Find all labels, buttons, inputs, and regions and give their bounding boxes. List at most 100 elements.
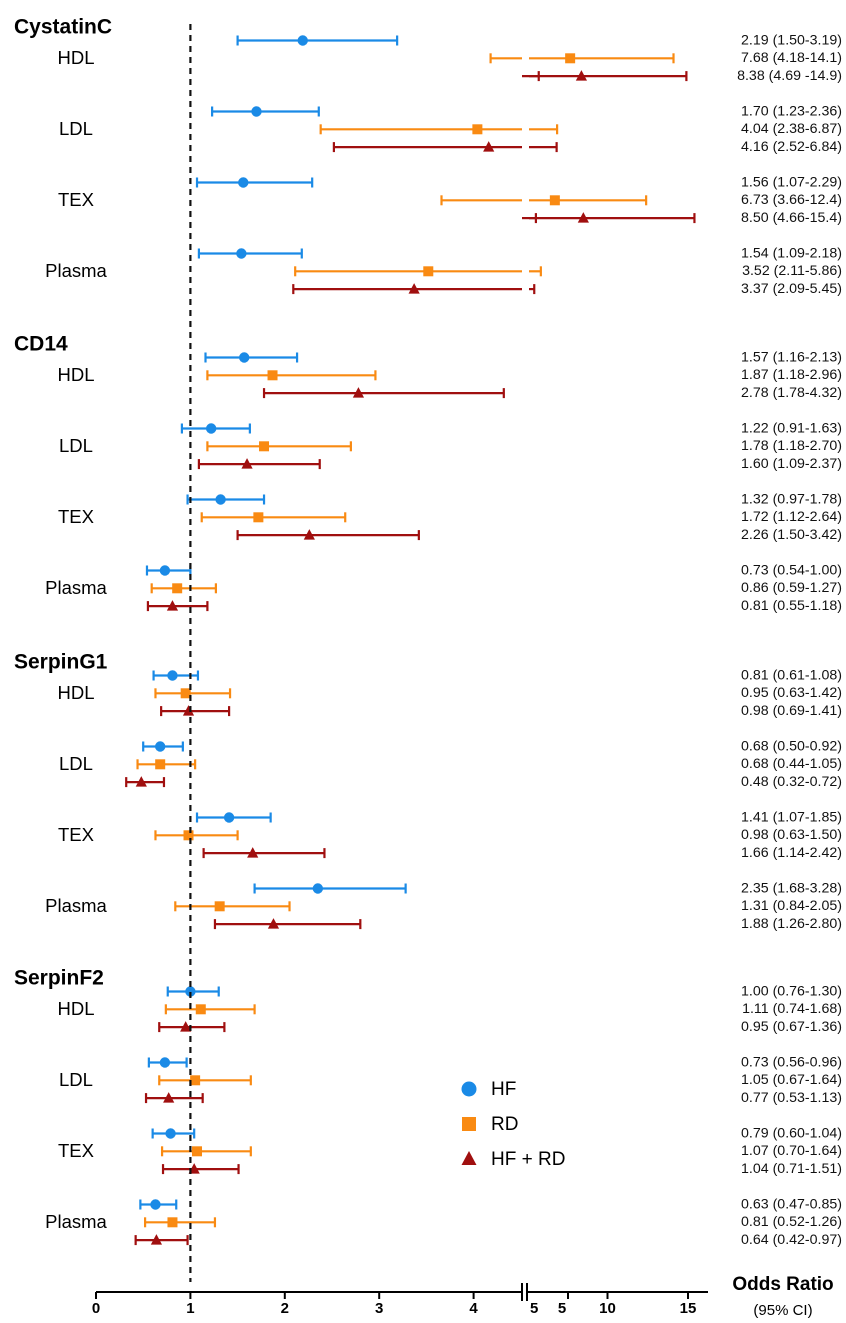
point-marker xyxy=(192,1146,203,1157)
point-marker xyxy=(150,1199,161,1210)
legend-marker xyxy=(461,1151,477,1165)
estimate-label: 1.66 (1.14-2.42) xyxy=(741,845,842,861)
point-marker xyxy=(247,847,259,858)
point-marker xyxy=(297,35,308,46)
estimate-label: 0.77 (0.53-1.13) xyxy=(741,1090,842,1106)
point-marker xyxy=(214,901,225,912)
estimate-label: 1.41 (1.07-1.85) xyxy=(741,809,842,825)
estimate-label: 7.68 (4.18-14.1) xyxy=(741,50,842,66)
x-tick-label: 4 xyxy=(469,1300,478,1317)
point-marker xyxy=(167,670,178,681)
estimate-label: 3.37 (2.09-5.45) xyxy=(741,281,842,297)
subgroup-label: LDL xyxy=(59,435,93,456)
estimate-label: 1.00 (0.76-1.30) xyxy=(741,983,842,999)
legend-label: RD xyxy=(491,1114,518,1135)
point-marker xyxy=(155,759,166,770)
point-marker xyxy=(267,918,280,929)
point-marker xyxy=(215,494,226,505)
estimate-label: 1.60 (1.09-2.37) xyxy=(741,456,842,472)
subgroup-label: LDL xyxy=(59,118,93,139)
subgroup-label: HDL xyxy=(57,47,94,68)
subgroup-label: TEX xyxy=(58,189,94,210)
estimate-label: 2.26 (1.50-3.42) xyxy=(741,527,842,543)
estimate-label: 0.86 (0.59-1.27) xyxy=(741,580,842,596)
point-marker xyxy=(182,705,195,716)
subgroup-label: Plasma xyxy=(45,895,107,916)
x-axis-title: Odds Ratio xyxy=(732,1274,833,1295)
point-marker xyxy=(135,776,147,787)
x-tick-label: 15 xyxy=(680,1300,697,1317)
subgroup-label: HDL xyxy=(57,364,94,385)
subgroup-label: Plasma xyxy=(45,1211,107,1232)
point-marker xyxy=(159,565,171,576)
point-marker xyxy=(236,248,247,259)
estimate-label: 3.52 (2.11-5.86) xyxy=(742,263,842,279)
subgroup-label: LDL xyxy=(59,753,93,774)
estimate-label: 0.81 (0.55-1.18) xyxy=(741,598,842,614)
point-marker xyxy=(241,458,253,469)
point-marker xyxy=(472,124,483,135)
estimate-label: 0.73 (0.56-0.96) xyxy=(741,1054,842,1070)
group-title: SerpinF2 xyxy=(14,967,104,990)
point-marker xyxy=(549,195,560,206)
point-marker xyxy=(195,1004,206,1015)
estimate-label: 0.48 (0.32-0.72) xyxy=(741,774,842,790)
estimate-label: 1.87 (1.18-2.96) xyxy=(741,367,842,383)
point-marker xyxy=(183,830,194,841)
estimate-label: 1.88 (1.26-2.80) xyxy=(741,916,842,932)
x-tick-label: 5 xyxy=(558,1300,566,1317)
estimate-label: 8.38 (4.69 -14.9) xyxy=(737,68,842,84)
estimate-label: 1.07 (0.70-1.64) xyxy=(741,1143,842,1159)
point-marker xyxy=(251,106,262,117)
estimate-label: 1.72 (1.12-2.64) xyxy=(741,509,842,525)
subgroup-label: TEX xyxy=(58,824,94,845)
estimate-label: 0.81 (0.52-1.26) xyxy=(741,1214,842,1230)
x-tick-label: 5 xyxy=(530,1300,538,1317)
x-tick-label: 1 xyxy=(186,1300,194,1317)
estimate-label: 1.05 (0.67-1.64) xyxy=(741,1072,842,1088)
point-marker xyxy=(238,177,249,188)
point-marker xyxy=(259,441,270,452)
group-title: SerpinG1 xyxy=(14,651,108,674)
subgroup-label: TEX xyxy=(58,1140,94,1161)
point-marker xyxy=(352,387,365,398)
estimate-label: 0.95 (0.67-1.36) xyxy=(741,1019,842,1035)
estimate-label: 1.22 (0.91-1.63) xyxy=(741,420,842,436)
point-marker xyxy=(180,1021,192,1032)
subgroup-label: HDL xyxy=(57,998,94,1019)
estimate-label: 0.79 (0.60-1.04) xyxy=(741,1125,842,1141)
group-title: CystatinC xyxy=(14,16,112,39)
point-marker xyxy=(223,812,235,823)
estimate-label: 6.73 (3.66-12.4) xyxy=(741,192,842,208)
legend-label: HF + RD xyxy=(491,1149,565,1170)
point-marker xyxy=(150,1234,163,1245)
estimate-label: 0.98 (0.69-1.41) xyxy=(741,703,842,719)
legend-marker xyxy=(461,1081,477,1097)
estimate-label: 4.16 (2.52-6.84) xyxy=(741,139,842,155)
estimate-label: 1.11 (0.74-1.68) xyxy=(742,1001,842,1017)
subgroup-label: Plasma xyxy=(45,260,107,281)
estimate-label: 2.19 (1.50-3.19) xyxy=(741,32,842,48)
legend-marker xyxy=(462,1117,476,1131)
point-marker xyxy=(267,370,278,381)
estimate-label: 0.68 (0.50-0.92) xyxy=(741,738,842,754)
point-marker xyxy=(239,352,250,363)
estimate-label: 8.50 (4.66-15.4) xyxy=(741,210,842,226)
x-tick-label: 2 xyxy=(281,1300,289,1317)
point-marker xyxy=(423,266,434,277)
point-marker xyxy=(165,1128,176,1139)
x-tick-label: 3 xyxy=(375,1300,383,1317)
estimate-label: 1.57 (1.16-2.13) xyxy=(741,349,842,365)
point-marker xyxy=(575,70,588,81)
estimate-label: 0.98 (0.63-1.50) xyxy=(741,827,842,843)
point-marker xyxy=(163,1092,175,1103)
subgroup-label: Plasma xyxy=(45,577,107,598)
point-marker xyxy=(312,883,324,894)
estimate-label: 2.35 (1.68-3.28) xyxy=(741,880,842,896)
estimate-label: 4.04 (2.38-6.87) xyxy=(741,121,842,137)
estimate-label: 2.78 (1.78-4.32) xyxy=(741,385,842,401)
estimate-label: 1.78 (1.18-2.70) xyxy=(741,438,842,454)
x-axis-subtitle: (95% CI) xyxy=(753,1302,812,1319)
point-marker xyxy=(253,512,264,523)
estimate-label: 0.81 (0.61-1.08) xyxy=(741,667,842,683)
